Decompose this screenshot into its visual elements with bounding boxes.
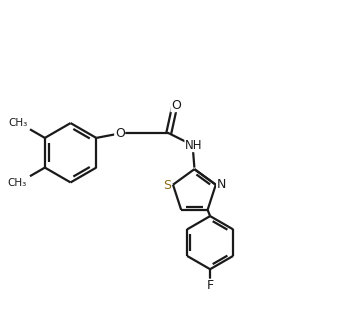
Text: F: F [207, 279, 214, 292]
Text: O: O [115, 127, 125, 140]
Text: S: S [163, 179, 171, 192]
Text: N: N [217, 177, 226, 190]
Text: O: O [171, 99, 181, 112]
Text: CH₃: CH₃ [8, 118, 27, 128]
Text: NH: NH [185, 139, 202, 152]
Text: CH₃: CH₃ [8, 178, 27, 188]
